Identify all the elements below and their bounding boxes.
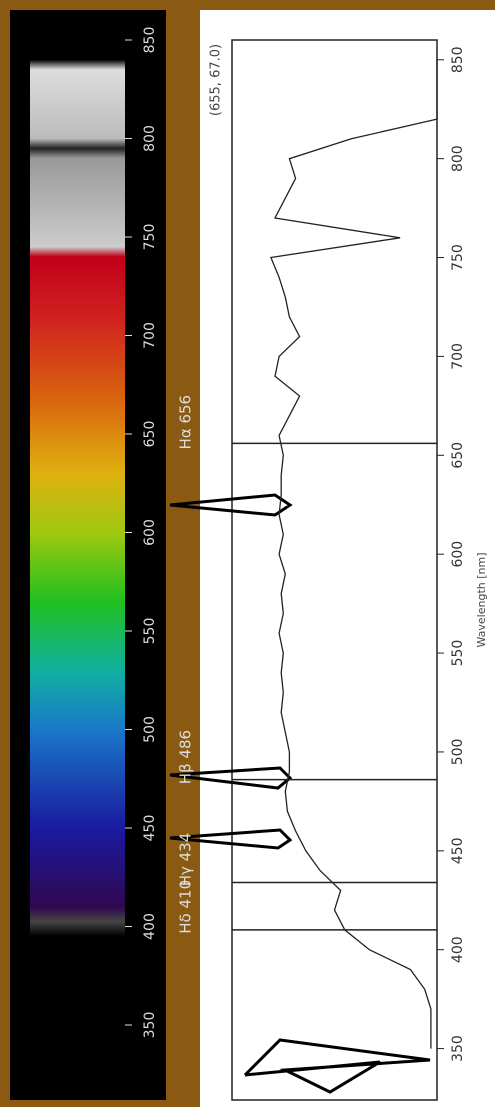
spectrum-tick-label: 800 [142,125,158,152]
x-axis-label: Wavelength [nm] [475,552,488,647]
spectrum-tick-label: 400 [142,913,158,940]
drawn-arrows [169,493,431,1094]
x-tick-label: 600 [450,541,466,568]
marker-label: Hα 656 [177,395,195,450]
x-tick-label: 350 [450,1035,466,1062]
x-tick-label: 400 [450,936,466,963]
x-tick-label: 450 [450,837,466,864]
spectrum-line [269,59,438,1049]
x-tick-label: 700 [450,343,466,370]
spectrum-tick-label: 750 [142,224,158,251]
x-tick-label: 800 [450,145,466,172]
x-tick-label: 550 [450,640,466,667]
spectrum-tick-label: 600 [142,519,158,546]
spectrum-tick-label: 450 [142,815,158,842]
point-label: (655, 67.0) [209,44,224,116]
x-tick-label: 850 [450,46,466,73]
marker-label: Hδ 410 [177,880,195,934]
marker-label: Hβ 486 [177,730,195,784]
x-tick-label: 650 [450,442,466,469]
spectrum-strip [30,40,125,1025]
spectrum-tick-label: 350 [142,1012,158,1039]
spectrum-tick-label: 850 [142,27,158,54]
spectrum-tick-label: 650 [142,421,158,448]
x-tick-label: 500 [450,739,466,766]
spectrum-tick-label: 700 [142,322,158,349]
plot-frame [231,39,438,1101]
plot-panel [200,10,495,1107]
spectrum-tick-label: 500 [142,716,158,743]
x-tick-label: 750 [450,244,466,271]
spectrum-tick-label: 550 [142,618,158,645]
marker-label: Hγ 434 [177,833,195,887]
